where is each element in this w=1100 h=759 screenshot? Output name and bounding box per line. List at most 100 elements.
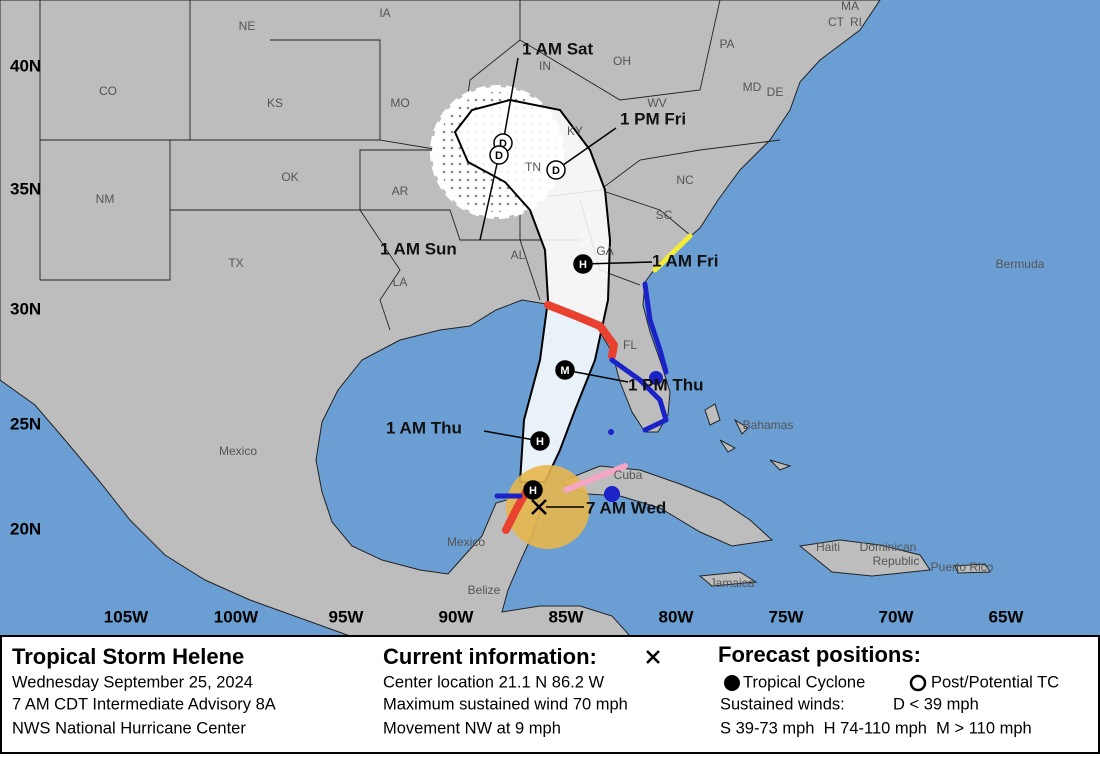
lat-label: 25N bbox=[10, 414, 41, 433]
date: Wednesday September 25, 2024 bbox=[12, 673, 253, 691]
forecast-point bbox=[523, 480, 543, 500]
lon-label: 100W bbox=[214, 607, 259, 626]
lon-label: 80W bbox=[659, 607, 695, 626]
region-label: WV bbox=[647, 96, 666, 110]
leader-line bbox=[564, 369, 629, 383]
region-label: NM bbox=[96, 192, 115, 206]
sustained-label: Sustained winds: bbox=[720, 695, 845, 713]
region-label: IN bbox=[539, 59, 551, 73]
forecast-point bbox=[555, 360, 575, 380]
puerto-rico bbox=[954, 563, 991, 574]
movement: Movement NW at 9 mph bbox=[383, 719, 561, 737]
lat-label: 30N bbox=[10, 299, 41, 318]
forecast-point bbox=[530, 431, 550, 451]
tc-icon bbox=[724, 675, 740, 691]
leader-line bbox=[479, 154, 500, 241]
region-label: MO bbox=[390, 96, 409, 110]
storm-title: Tropical Storm Helene bbox=[12, 644, 244, 669]
region-label: KY bbox=[567, 124, 583, 138]
forecast-point bbox=[546, 160, 566, 180]
wind: Maximum sustained wind 70 mph bbox=[383, 695, 628, 713]
region-label: Mexico bbox=[447, 535, 485, 549]
region-label: Cuba bbox=[614, 468, 643, 482]
region-label: Jamaica bbox=[710, 576, 755, 590]
leader-line bbox=[582, 261, 653, 265]
cuba bbox=[558, 465, 774, 547]
region-label: Republic bbox=[873, 554, 920, 568]
region-label: FL bbox=[623, 338, 637, 352]
region-label: Dominican bbox=[860, 540, 917, 554]
region-label: GA bbox=[596, 244, 613, 258]
point-symbol: M bbox=[560, 365, 569, 377]
region-label: MA bbox=[841, 0, 859, 13]
region-label: RI bbox=[850, 15, 862, 29]
map-layer: NE IA CO KS MO IN OH PA WV KY TN OK AR NC SC GA AL LA TX NM… bbox=[0, 0, 1100, 636]
region-label: KS bbox=[267, 96, 283, 110]
info-panel bbox=[0, 635, 1100, 754]
leader-line bbox=[555, 127, 617, 171]
region-label: OK bbox=[281, 170, 298, 184]
lon-label: 105W bbox=[104, 607, 149, 626]
forecast-point bbox=[573, 254, 593, 274]
region-label: CT bbox=[828, 15, 845, 29]
lon-label: 70W bbox=[879, 607, 915, 626]
region-label: Belize bbox=[468, 583, 501, 597]
region-label: CO bbox=[99, 84, 117, 98]
region-label: IA bbox=[379, 6, 390, 20]
current-title: Current information: bbox=[383, 644, 597, 669]
point-label: 1 PM Fri bbox=[620, 109, 686, 128]
region-label: DE bbox=[767, 85, 784, 99]
region-label: NC bbox=[676, 173, 694, 187]
current-label: 7 AM Wed bbox=[586, 498, 666, 517]
watches-warnings bbox=[494, 233, 693, 534]
region-label: AL bbox=[511, 248, 526, 262]
current-position bbox=[531, 499, 547, 515]
region-label: MD bbox=[743, 80, 762, 94]
point-symbol: H bbox=[529, 485, 537, 497]
region-label: TX bbox=[228, 256, 243, 270]
point-symbol: D bbox=[552, 165, 560, 177]
region-label: SC bbox=[656, 208, 673, 222]
lat-label: 40N bbox=[10, 56, 41, 75]
region-label: NE bbox=[239, 19, 256, 33]
region-label: Bermuda bbox=[996, 257, 1045, 271]
point-symbol: H bbox=[579, 259, 587, 271]
lat-label: 35N bbox=[10, 179, 41, 198]
region-label: Haiti bbox=[816, 540, 840, 554]
lon-label: 75W bbox=[769, 607, 805, 626]
center: NWS National Hurricane Center bbox=[12, 719, 246, 737]
location: Center location 21.1 N 86.2 W bbox=[383, 673, 604, 691]
point-label: 1 AM Sun bbox=[380, 239, 457, 258]
region-label: Puerto Rico bbox=[931, 560, 994, 574]
tc-label: Tropical Cyclone bbox=[743, 673, 865, 691]
region-label: TN bbox=[525, 160, 541, 174]
post-tc-icon bbox=[909, 674, 927, 692]
lon-label: 90W bbox=[439, 607, 475, 626]
lon-label: 85W bbox=[549, 607, 585, 626]
region-label: AR bbox=[392, 184, 409, 198]
hispaniola bbox=[798, 539, 931, 577]
lat-label: 20N bbox=[10, 519, 41, 538]
lon-label: 95W bbox=[329, 607, 365, 626]
region-label: Bahamas bbox=[743, 418, 794, 432]
d-range: D < 39 mph bbox=[893, 695, 979, 713]
region-label: PA bbox=[719, 37, 734, 51]
bahamas bbox=[704, 403, 792, 471]
point-symbol: D bbox=[499, 138, 507, 150]
forecast-point bbox=[489, 145, 509, 165]
region-label: OH bbox=[613, 54, 631, 68]
point-label: 1 AM Sat bbox=[522, 39, 594, 58]
forecast-title: Forecast positions: bbox=[718, 642, 921, 667]
point-label: 1 PM Thu bbox=[628, 375, 704, 394]
lon-label: 65W bbox=[989, 607, 1025, 626]
point-label: 1 AM Fri bbox=[652, 251, 718, 270]
region-label: LA bbox=[393, 275, 408, 289]
region-label: Mexico bbox=[219, 444, 257, 458]
post-tc-label: Post/Potential TC bbox=[931, 673, 1059, 691]
ranges: S 39-73 mph H 74-110 mph M > 110 mph bbox=[720, 719, 1032, 737]
point-symbol: D bbox=[495, 150, 503, 162]
jamaica bbox=[698, 571, 758, 587]
advisory: 7 AM CDT Intermediate Advisory 8A bbox=[12, 695, 276, 713]
current-icon bbox=[646, 650, 660, 664]
